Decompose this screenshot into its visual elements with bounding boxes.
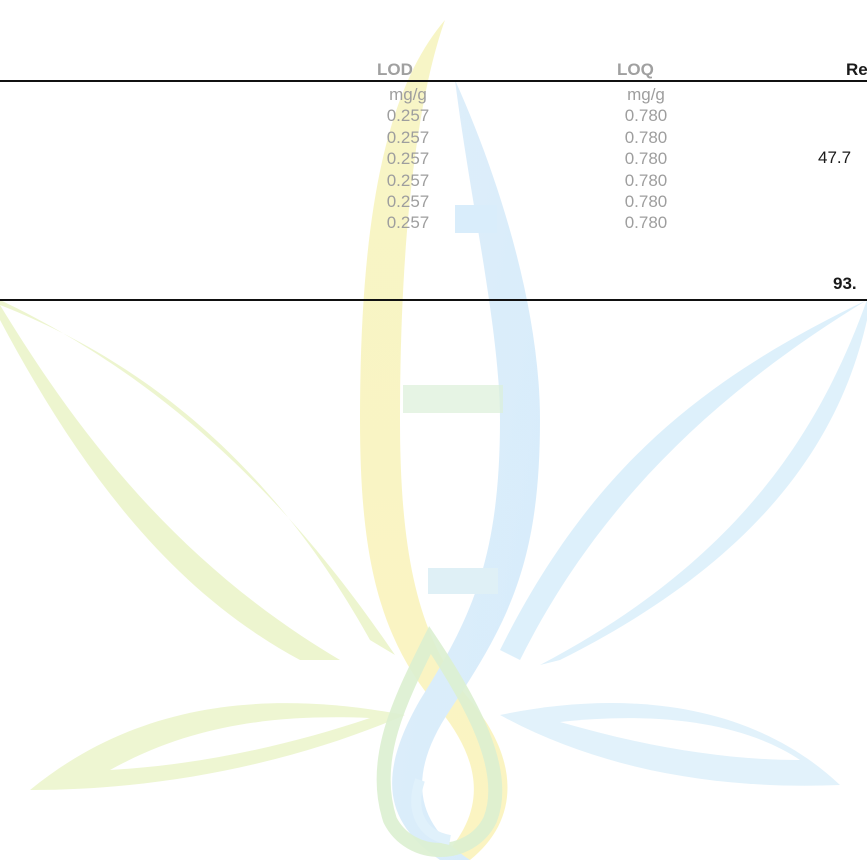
loq-cell: 0.780 bbox=[624, 213, 668, 233]
droplet-icon bbox=[376, 626, 503, 857]
loq-cell: 0.780 bbox=[624, 106, 668, 126]
loq-cell: 0.780 bbox=[624, 127, 668, 147]
loq-column: mg/g 0.780 0.780 0.780 0.780 0.780 0.780 bbox=[606, 84, 686, 234]
lod-cell: 0.257 bbox=[386, 192, 430, 212]
lod-cell: 0.257 bbox=[386, 170, 430, 190]
lod-cell: 0.257 bbox=[386, 106, 430, 126]
loq-cell: 0.780 bbox=[624, 149, 668, 169]
table-bottom-rule bbox=[0, 299, 867, 301]
lod-column: mg/g 0.257 0.257 0.257 0.257 0.257 0.257 bbox=[368, 84, 448, 234]
loq-cell: 0.780 bbox=[624, 170, 668, 190]
table-top-rule bbox=[0, 80, 867, 82]
loq-unit: mg/g bbox=[627, 85, 665, 104]
loq-cell: 0.780 bbox=[624, 192, 668, 212]
result-total: 93. bbox=[833, 274, 857, 293]
dna-stem-right-icon bbox=[392, 80, 540, 860]
lod-unit: mg/g bbox=[389, 85, 427, 104]
result-header: Re bbox=[846, 60, 867, 79]
lod-cell: 0.257 bbox=[386, 127, 430, 147]
dna-stem-left-icon bbox=[360, 20, 508, 860]
loq-header: LOQ bbox=[617, 60, 654, 79]
result-value: 47.7 bbox=[818, 148, 852, 167]
lod-cell: 0.257 bbox=[386, 149, 430, 169]
lod-cell: 0.257 bbox=[386, 213, 430, 233]
right-leaf-icon bbox=[500, 300, 867, 660]
lod-header: LOD bbox=[377, 60, 413, 79]
